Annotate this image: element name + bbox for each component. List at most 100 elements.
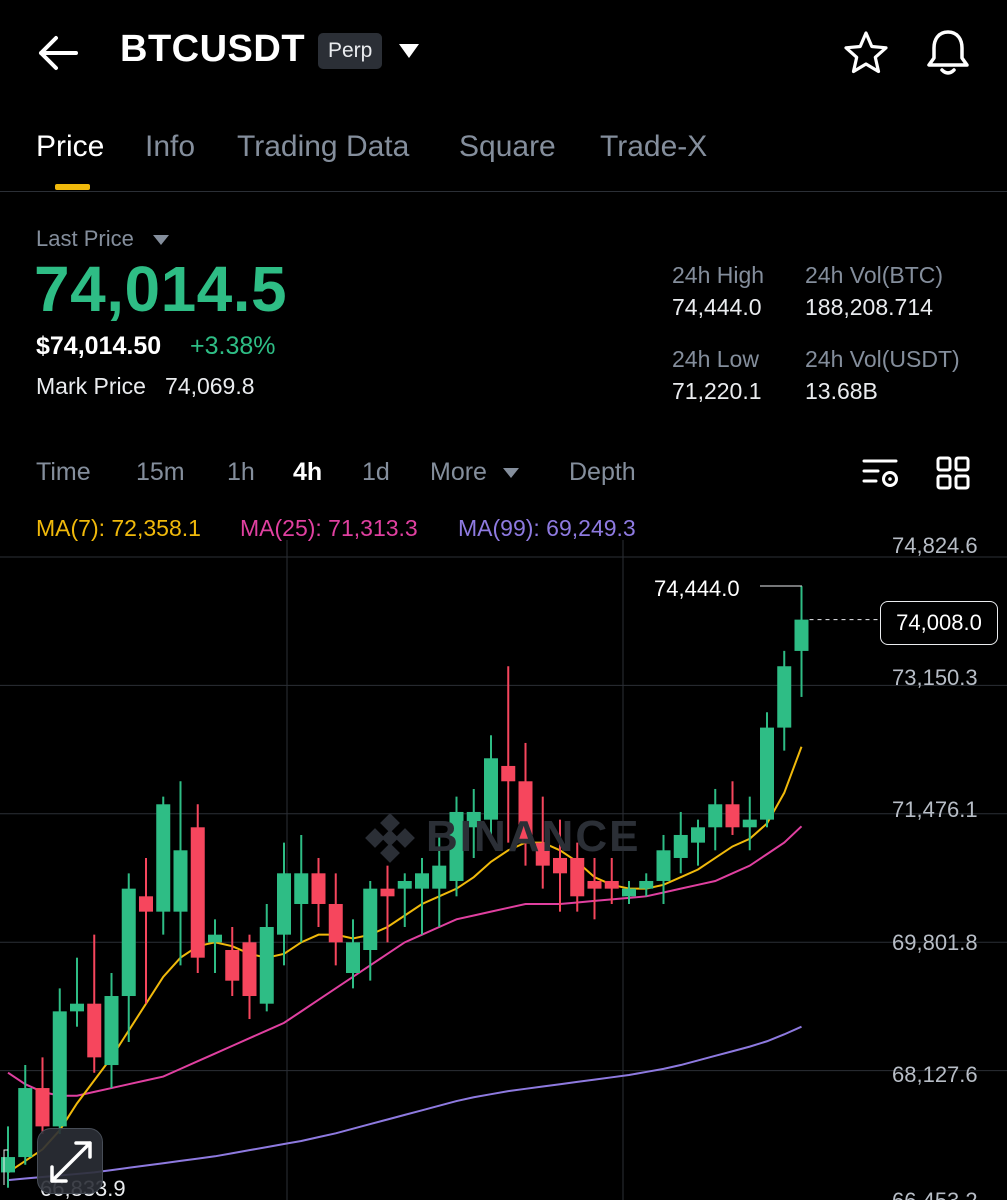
y-tick: 68,127.6 — [892, 1062, 978, 1087]
candle-body — [708, 804, 723, 828]
candle-body — [208, 934, 222, 943]
candle-body — [777, 666, 792, 728]
interval-15m[interactable]: 15m — [136, 458, 185, 486]
tab-trade-x[interactable]: Trade-X — [600, 130, 708, 163]
stat-24h-high-label: 24h High — [672, 262, 765, 288]
tab-price[interactable]: Price — [36, 130, 105, 163]
mark-price-value: 74,069.8 — [165, 373, 255, 399]
candle-body — [121, 888, 136, 997]
ma25-line — [7, 825, 803, 1097]
stat-24h-high-value: 74,444.0 — [672, 294, 762, 320]
candle-body — [139, 896, 153, 912]
candle-body — [1, 1157, 15, 1173]
candle-body — [311, 873, 326, 904]
interval-depth[interactable]: Depth — [569, 458, 636, 486]
low-marker-line — [3, 1149, 8, 1185]
interval-1d[interactable]: 1d — [362, 458, 390, 486]
candlestick-chart[interactable] — [0, 540, 1007, 1200]
candle-body — [570, 857, 585, 897]
candle-body — [18, 1088, 33, 1158]
ma99-line — [7, 1025, 802, 1182]
candle-body — [794, 619, 809, 651]
chart-indicator-settings-icon[interactable] — [862, 456, 900, 490]
price-change-percent: +3.38% — [190, 332, 276, 360]
binance-watermark-icon — [365, 813, 415, 863]
candle-body — [587, 880, 602, 889]
back-arrow-icon[interactable] — [36, 34, 78, 72]
candle-body — [742, 819, 757, 828]
candle-body — [259, 926, 274, 1004]
candle-body — [415, 873, 429, 889]
interval-1h[interactable]: 1h — [227, 458, 255, 486]
y-tick: 74,824.6 — [892, 533, 978, 558]
ma7-legend: MA(7): 72,358.1 — [36, 515, 201, 541]
y-tick: 66,453.2 — [892, 1188, 978, 1200]
candle-body — [190, 827, 205, 958]
candle-body — [725, 804, 740, 828]
ma99-legend: MA(99): 69,249.3 — [458, 515, 636, 541]
candle-body — [173, 850, 188, 912]
stat-24h-vol-usdt-label: 24h Vol(USDT) — [805, 346, 960, 372]
candle-body — [104, 996, 119, 1066]
symbol-title[interactable]: BTCUSDT — [120, 28, 306, 70]
last-price-marker[interactable]: 74,008.0 — [880, 601, 998, 645]
candle-body — [449, 811, 464, 881]
high-price-marker: 74,444.0 — [654, 576, 740, 601]
last-price-label[interactable]: Last Price — [36, 226, 134, 251]
tab-square[interactable]: Square — [459, 130, 556, 163]
candle-body — [535, 842, 550, 866]
tab-trading-data[interactable]: Trading Data — [237, 130, 410, 163]
last-price-dropdown-icon[interactable] — [152, 234, 170, 246]
active-tab-indicator — [55, 184, 90, 190]
y-tick: 73,150.3 — [892, 665, 978, 690]
chart-canvas[interactable] — [0, 540, 1007, 1200]
interval-more[interactable]: More — [430, 458, 487, 486]
candle-body — [604, 880, 619, 889]
price-alert-bell-icon[interactable] — [924, 27, 972, 77]
layout-grid-icon[interactable] — [936, 456, 970, 490]
candle-body — [52, 1011, 67, 1127]
candle-body — [673, 834, 688, 858]
candle-body — [760, 727, 774, 820]
candle-body — [397, 880, 412, 889]
symbol-dropdown-icon[interactable] — [398, 43, 420, 59]
candle-body — [466, 811, 481, 828]
interval-time[interactable]: Time — [36, 458, 91, 486]
header-bar: BTCUSDT Perp — [0, 0, 1007, 105]
candle-body — [656, 850, 671, 881]
expand-arrows-icon — [50, 1141, 92, 1183]
binance-watermark: BINANCE — [426, 812, 641, 861]
candle-body — [380, 888, 395, 897]
stat-24h-vol-btc-value: 188,208.714 — [805, 294, 933, 320]
more-dropdown-icon[interactable] — [502, 467, 520, 479]
candle-body — [484, 758, 498, 820]
candle-body — [553, 857, 567, 874]
stat-24h-vol-usdt-value: 13.68B — [805, 378, 878, 404]
stat-24h-low-label: 24h Low — [672, 346, 759, 372]
candle-body — [346, 942, 360, 974]
candle-body — [363, 888, 378, 951]
candle-body — [518, 781, 533, 843]
favorite-star-icon[interactable] — [843, 30, 889, 76]
candle-body — [242, 942, 257, 997]
usd-price-value: $74,014.50 — [36, 332, 162, 360]
y-tick: 71,476.1 — [892, 797, 978, 822]
candle-body — [622, 888, 636, 897]
last-price-value: 74,014.5 — [34, 253, 288, 325]
main-tabs: Price Info Trading Data Square Trade-X — [0, 118, 1007, 192]
tab-info[interactable]: Info — [145, 130, 196, 163]
ma25-legend: MA(25): 71,313.3 — [240, 515, 418, 541]
y-tick: 69,801.8 — [892, 930, 978, 955]
candle-body — [225, 950, 240, 981]
candle-body — [691, 827, 705, 843]
candle-body — [639, 880, 654, 889]
interval-4h[interactable]: 4h — [293, 458, 323, 486]
candle-body — [277, 873, 291, 935]
fullscreen-expand-button[interactable] — [37, 1128, 103, 1194]
candle-body — [501, 765, 516, 782]
candle-body — [328, 903, 343, 943]
candle-body — [70, 1003, 84, 1012]
candle-body — [294, 873, 309, 904]
stat-24h-low-value: 71,220.1 — [672, 378, 762, 404]
stat-24h-vol-btc-label: 24h Vol(BTC) — [805, 262, 944, 288]
